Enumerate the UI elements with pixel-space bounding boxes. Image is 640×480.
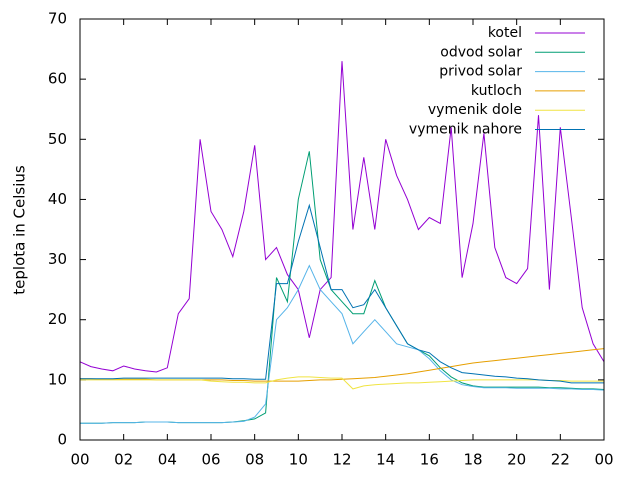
series-line — [80, 151, 605, 424]
x-tick-label: 00 — [594, 451, 613, 469]
x-tick-label: 02 — [114, 451, 133, 469]
y-tick-label: 30 — [48, 250, 67, 268]
x-tick-label: 18 — [463, 451, 482, 469]
x-tick-label: 14 — [376, 451, 395, 469]
legend: kotel odvod solar privod solar kutloch vymen… — [409, 25, 585, 138]
x-tick-label: 04 — [158, 451, 177, 469]
x-tick-label: 20 — [507, 451, 526, 469]
series-line — [80, 203, 604, 384]
y-tick-label: 20 — [48, 310, 67, 328]
legend-label: vymenik dole — [428, 102, 522, 118]
x-tick-label: 00 — [70, 451, 89, 469]
x-tick-label: 06 — [201, 451, 220, 469]
legend-label: vymenik nahore — [409, 122, 522, 138]
y-tick-label: 40 — [48, 190, 67, 208]
y-axis-label: teplota in Celsius — [11, 165, 29, 295]
y-tick-label: 0 — [57, 431, 67, 449]
y-tick-label: 60 — [48, 70, 67, 88]
y-tick-label: 50 — [48, 130, 67, 148]
y-tick-label: 10 — [48, 370, 67, 388]
legend-label: kotel — [488, 25, 522, 41]
x-tick-label: 08 — [245, 451, 264, 469]
x-tick-label: 16 — [420, 451, 439, 469]
series-line — [80, 376, 604, 390]
plot-border — [79, 18, 605, 441]
legend-label: odvod solar — [440, 44, 522, 60]
x-tick-label: 22 — [551, 451, 570, 469]
series-line — [79, 61, 605, 373]
series-line — [80, 264, 605, 424]
series-line — [80, 348, 605, 382]
legend-label: privod solar — [439, 64, 522, 80]
y-tick-label: 70 — [48, 10, 67, 28]
x-tick-label: 12 — [332, 451, 351, 469]
x-tick-label: 10 — [289, 451, 308, 469]
legend-label: kutloch — [471, 83, 522, 99]
